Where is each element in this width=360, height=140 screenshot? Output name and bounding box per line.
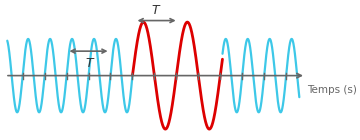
Text: $T$: $T$ xyxy=(85,57,96,70)
Text: $T$: $T$ xyxy=(151,4,162,17)
Text: Temps (s): Temps (s) xyxy=(307,85,357,95)
